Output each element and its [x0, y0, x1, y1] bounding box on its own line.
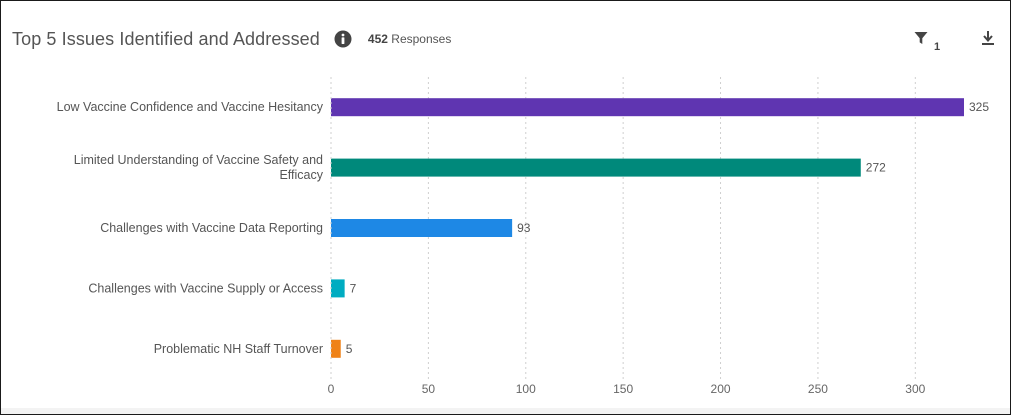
bar [331, 279, 345, 298]
category-label: Challenges with Vaccine Data Reporting [100, 221, 323, 235]
filter-button[interactable]: 1 [914, 31, 941, 53]
x-tick-label: 0 [328, 382, 335, 396]
bar [331, 219, 513, 237]
responses-summary: 452 Responses [368, 32, 451, 46]
info-circle-icon[interactable] [334, 30, 352, 48]
download-button[interactable] [981, 30, 995, 51]
category-label: Efficacy [279, 168, 323, 182]
bar [331, 339, 341, 358]
category-label: Limited Understanding of Vaccine Safety … [74, 153, 323, 167]
x-tick-label: 100 [516, 382, 536, 396]
filter-count: 1 [934, 41, 941, 53]
funnel-icon [914, 31, 928, 50]
bar [331, 98, 964, 117]
responses-count: 452 [367, 32, 388, 46]
data-label: 7 [350, 281, 357, 295]
data-label: 272 [866, 161, 886, 175]
category-label: Challenges with Vaccine Supply or Access [88, 281, 323, 295]
x-tick-label: 250 [808, 382, 828, 396]
x-tick-label: 150 [613, 382, 633, 396]
chart-title: Top 5 Issues Identified and Addressed [12, 28, 320, 49]
x-tick-label: 50 [422, 382, 436, 396]
card-header: Top 5 Issues Identified and Addressed 45… [1, 1, 1010, 77]
responses-label: Responses [391, 32, 452, 46]
download-icon [981, 31, 995, 50]
data-label: 5 [346, 342, 353, 356]
x-tick-label: 300 [905, 382, 925, 396]
bar [331, 158, 861, 177]
x-tick-label: 200 [711, 382, 731, 396]
category-label: Problematic NH Staff Turnover [154, 342, 323, 356]
data-label: 93 [517, 221, 531, 235]
category-label: Low Vaccine Confidence and Vaccine Hesit… [57, 100, 324, 114]
card-footer [1, 408, 1010, 414]
data-label: 325 [969, 100, 989, 114]
